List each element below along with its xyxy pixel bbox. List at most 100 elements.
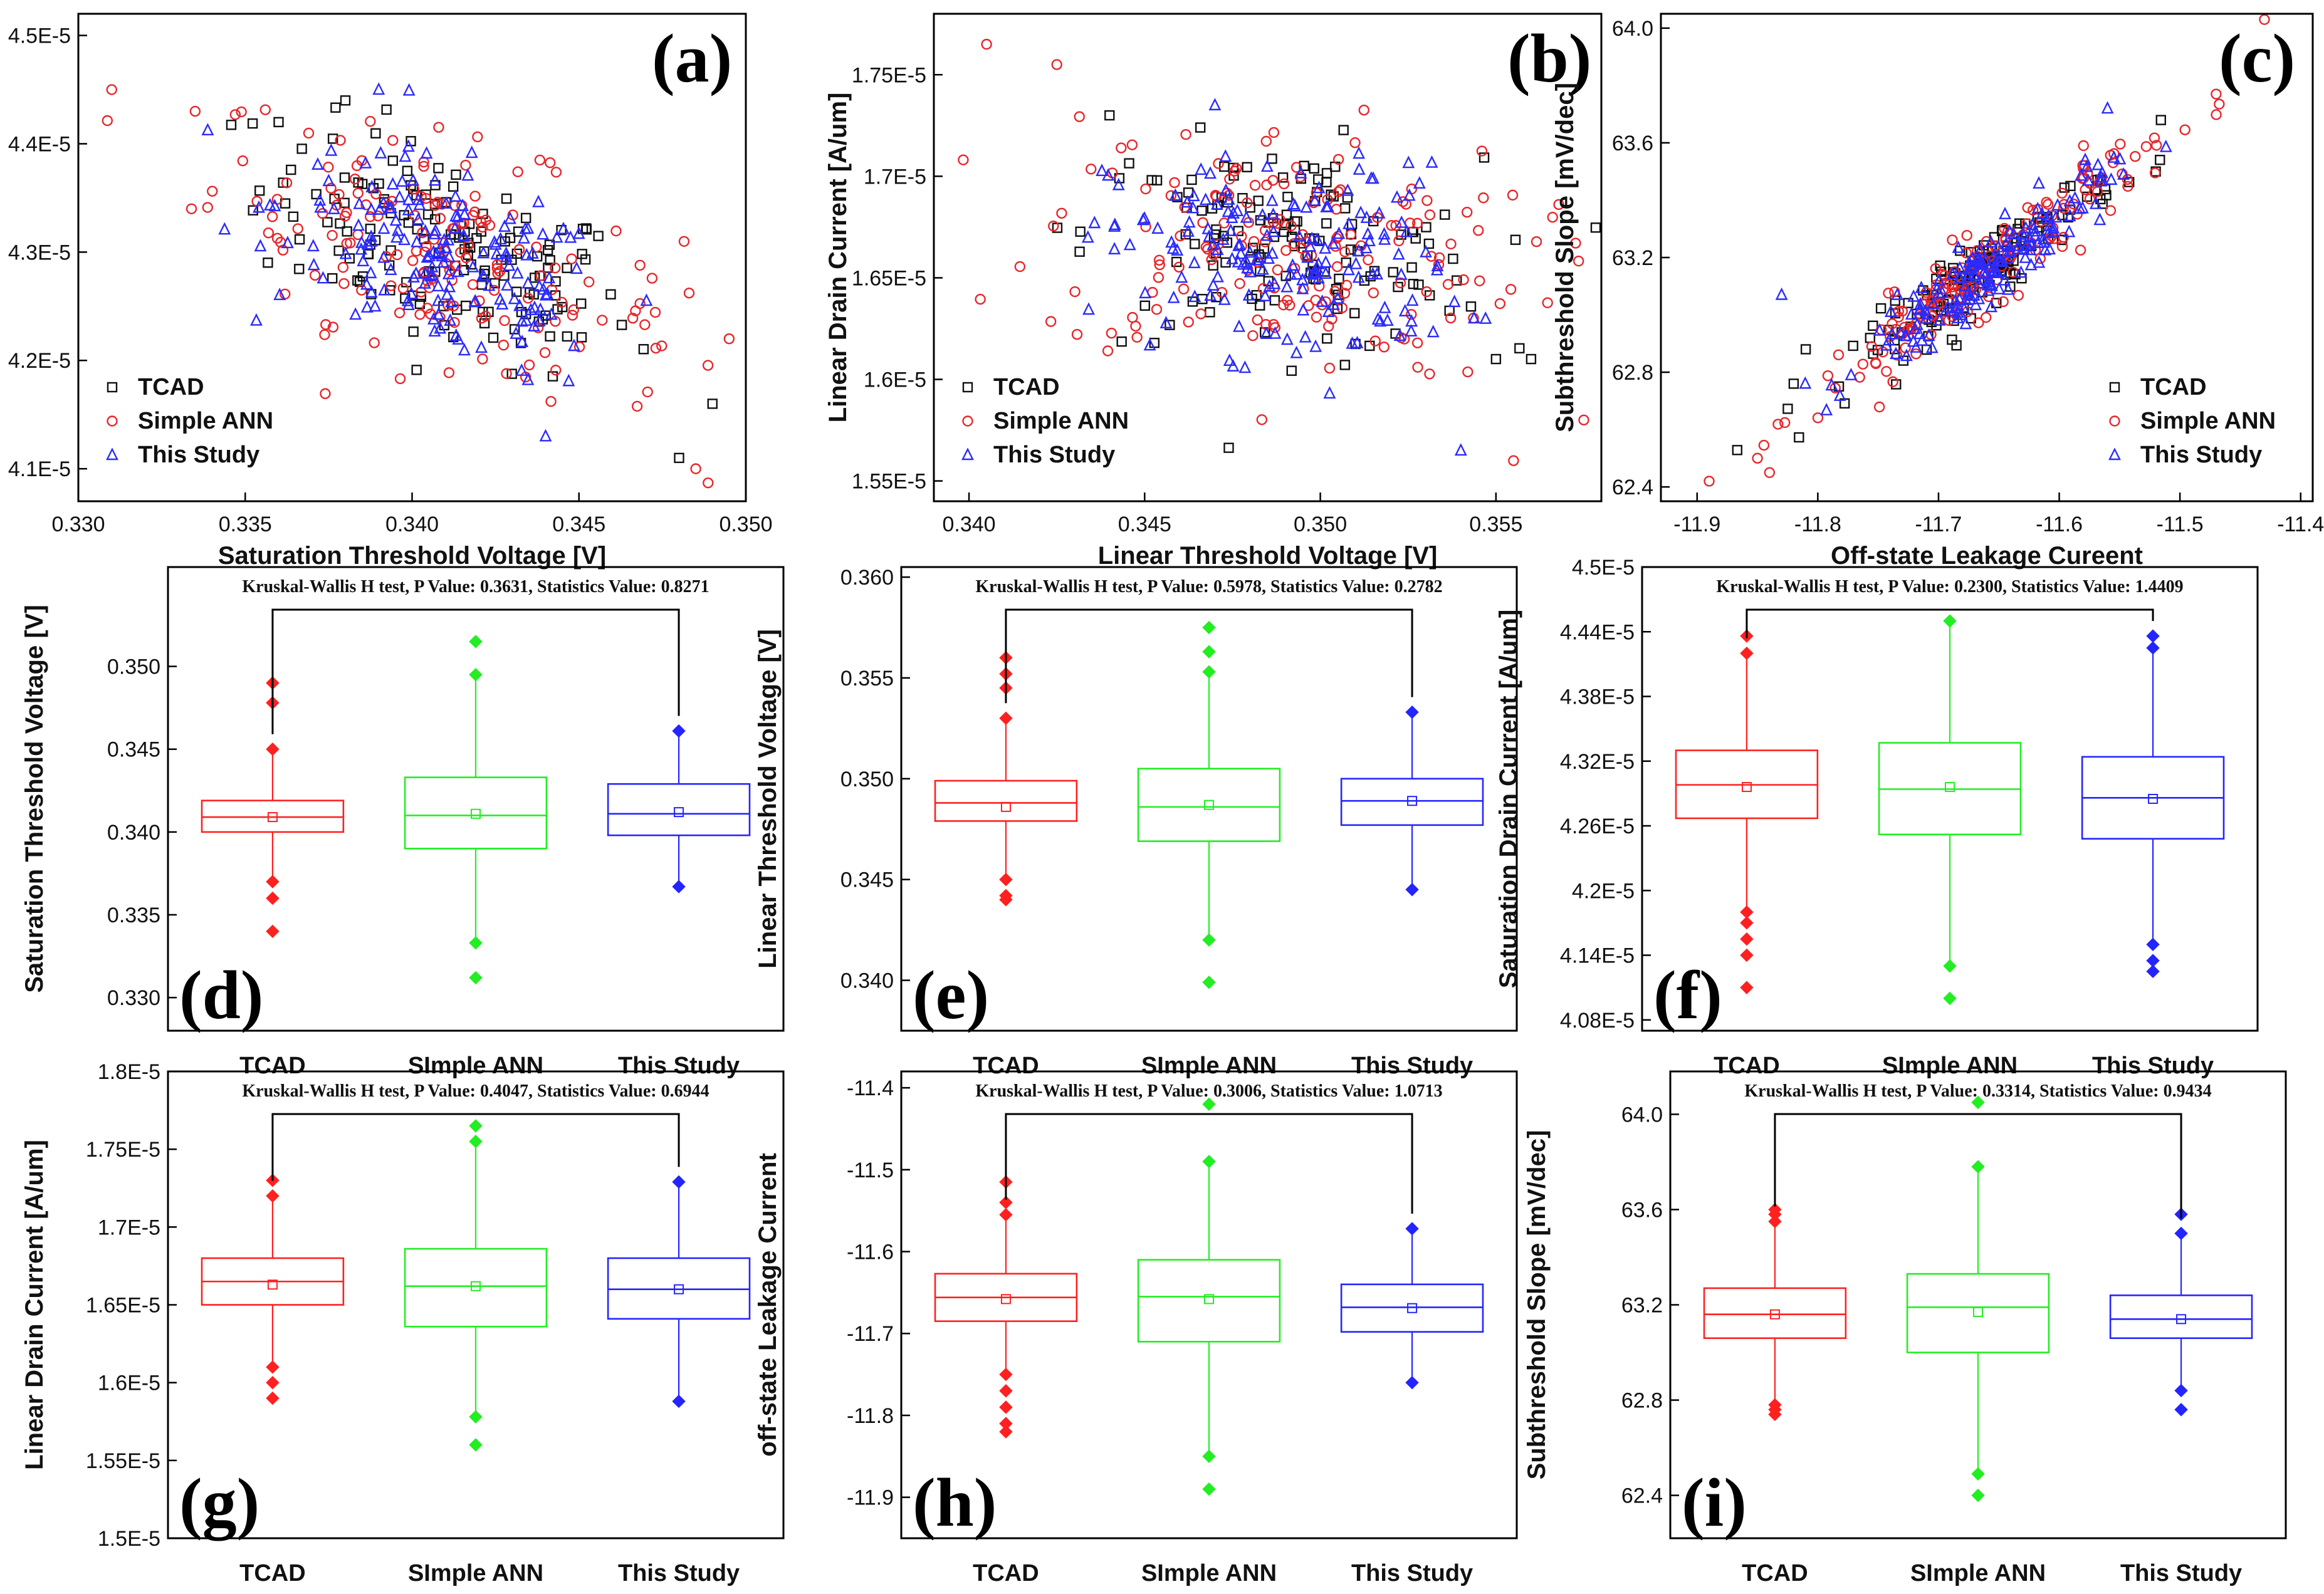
outlier-point: [2146, 964, 2160, 979]
data-point: [317, 208, 328, 219]
data-point: [1908, 321, 1922, 335]
data-point: [1430, 263, 1443, 276]
outlier-point: [469, 635, 483, 649]
data-point: [526, 246, 539, 259]
data-point: [479, 246, 489, 257]
data-point: [288, 211, 299, 222]
data-point: [1425, 155, 1438, 168]
data-point: [254, 185, 265, 196]
data-point: [2105, 172, 2118, 185]
data-point: [1124, 158, 1134, 169]
data-point: [520, 313, 533, 326]
data-point: [1332, 154, 1344, 165]
data-point: [1957, 301, 1971, 315]
x-tick-label: 0.350: [719, 513, 772, 536]
data-point: [475, 216, 486, 227]
data-point: [1286, 365, 1297, 376]
data-point: [273, 288, 286, 300]
data-point: [1865, 333, 1876, 343]
data-point: [1406, 309, 1417, 320]
data-point: [2033, 255, 2046, 268]
data-point: [1884, 305, 1897, 317]
data-point: [1758, 439, 1770, 451]
data-point: [433, 163, 444, 174]
outlier-point: [1740, 905, 1754, 919]
y-tick-label: -11.4: [847, 1076, 894, 1100]
data-point: [1324, 362, 1336, 374]
data-point: [1311, 232, 1324, 245]
legend-marker: [2108, 447, 2121, 461]
data-point: [610, 225, 622, 237]
data-point: [1953, 292, 1966, 305]
data-point: [1332, 226, 1346, 239]
panel-i: 62.4 62.8 63.2 63.6 64.0 Subthreshold Slope […: [1523, 1070, 2287, 1586]
data-point: [377, 195, 390, 209]
data-point: [2042, 209, 2055, 222]
data-point: [455, 247, 466, 258]
data-point: [513, 244, 525, 255]
data-point: [451, 264, 464, 278]
data-point: [189, 105, 201, 117]
data-point: [186, 203, 197, 214]
data-point: [1868, 320, 1878, 331]
data-point: [1883, 288, 1894, 299]
data-point: [458, 343, 471, 356]
data-point: [2004, 244, 2018, 258]
data-point: [1363, 234, 1376, 247]
data-point: [1339, 288, 1351, 299]
data-point: [616, 320, 627, 330]
data-point: [597, 315, 608, 326]
box-simple-ann: [1137, 620, 1281, 989]
data-point: [580, 254, 591, 265]
y-axis-label: Subthreshold Slope [mV/dec]: [1523, 1130, 1551, 1480]
stat-text: Kruskal-Wallis H test, P Value: 0.3006, …: [975, 1081, 1442, 1101]
data-point: [1353, 244, 1365, 257]
data-point: [1106, 328, 1118, 339]
series-this-study: [1081, 98, 1492, 456]
data-point: [1988, 263, 2001, 276]
data-point: [981, 38, 992, 50]
data-point: [2259, 14, 2270, 25]
data-point: [381, 104, 392, 115]
outlier-point: [1202, 933, 1216, 947]
data-point: [281, 177, 293, 189]
y-tick-label: 4.44E-5: [1560, 620, 1635, 644]
data-point: [1249, 180, 1261, 191]
data-point: [1056, 207, 1067, 219]
data-point: [236, 106, 247, 118]
panel-tag: (c): [2219, 20, 2295, 96]
data-point: [1151, 221, 1165, 234]
data-point: [429, 214, 441, 225]
outlier-point: [2146, 629, 2160, 643]
data-point: [1764, 467, 1776, 478]
data-point: [1996, 254, 2009, 267]
y-tick-label: 4.2E-5: [1572, 879, 1635, 903]
data-point: [503, 258, 516, 271]
data-point: [1985, 300, 1997, 313]
data-point: [1086, 164, 1097, 175]
data-point: [1186, 201, 1200, 214]
data-point: [1378, 341, 1390, 353]
data-point: [364, 266, 377, 279]
data-point: [1153, 254, 1165, 266]
comparison-bracket: [1005, 1113, 1413, 1214]
data-point: [1411, 337, 1423, 349]
data-point: [1322, 333, 1332, 344]
data-point: [519, 221, 532, 234]
outlier-point: [266, 1360, 280, 1374]
data-point: [1312, 180, 1326, 194]
data-point: [467, 279, 479, 290]
data-point: [1947, 334, 1957, 345]
category-label: This Study: [1351, 1053, 1473, 1079]
data-point: [416, 291, 427, 302]
data-point: [385, 280, 397, 291]
data-point: [577, 249, 587, 259]
data-point: [1167, 290, 1180, 303]
data-point: [442, 266, 455, 279]
data-point: [1424, 368, 1435, 380]
outlier-point: [1971, 1095, 1985, 1110]
data-point: [1218, 292, 1231, 305]
data-point: [2037, 232, 2050, 245]
box-this-study: [1340, 1222, 1484, 1390]
data-point: [2047, 221, 2060, 234]
